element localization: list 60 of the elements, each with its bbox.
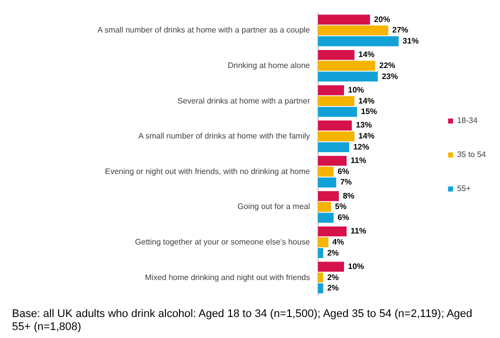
data-label: 2% <box>327 272 339 282</box>
y-tick-label: Several drinks at home with a partner <box>177 96 310 106</box>
data-label: 14% <box>358 96 374 106</box>
y-tick-label: Getting together at your or someone else's house <box>135 237 311 246</box>
y-tick-label: Drinking at home alone <box>228 60 311 70</box>
bar <box>318 212 334 223</box>
data-label: 4% <box>332 237 344 246</box>
legend-label: 35 to 54 <box>457 150 487 160</box>
bar <box>318 262 344 272</box>
data-label: 2% <box>327 284 339 293</box>
y-tick-label: Evening or night out with friends, with no drinking at home <box>104 166 311 176</box>
data-label: 2% <box>327 248 339 258</box>
legend-label: 18-34 <box>457 116 478 126</box>
data-label: 20% <box>374 14 390 24</box>
data-label: 5% <box>335 202 347 212</box>
y-tick-label: A small number of drinks at home with the family <box>138 132 310 141</box>
data-label: 10% <box>348 262 364 271</box>
bar <box>318 50 354 60</box>
bar <box>318 272 324 283</box>
bar <box>318 156 347 166</box>
bar <box>318 226 347 236</box>
bar <box>318 25 388 36</box>
bar <box>318 106 358 117</box>
bar <box>318 120 352 131</box>
y-tick-label: Mixed home drinking and night out with friends <box>145 272 310 282</box>
legend-label: 55+ <box>457 184 471 194</box>
data-label: 22% <box>379 60 396 70</box>
data-label: 23% <box>382 72 398 81</box>
bar <box>318 72 378 82</box>
data-label: 7% <box>340 178 352 187</box>
bar <box>318 36 399 46</box>
bar <box>318 166 334 177</box>
data-label: 12% <box>353 142 370 152</box>
bar <box>318 248 324 258</box>
text: Base: all UK adults who drink alcohol: Aged 18 to 34 (n=1,500); Aged 35 to 54 (n=2,119); Aged 55+ (n=1,808) <box>12 308 474 334</box>
bar <box>318 131 354 142</box>
data-label: 6% <box>338 212 350 222</box>
data-label: 27% <box>392 26 408 35</box>
data-label: 31% <box>402 36 419 46</box>
data-label: 10% <box>348 85 364 94</box>
y-tick-label: Going out for a meal <box>238 202 310 212</box>
data-label: 14% <box>358 132 374 141</box>
y-tick-label: A small number of drinks at home with a partner as a couple <box>97 26 311 35</box>
data-label: 11% <box>350 226 366 236</box>
bar <box>318 85 344 96</box>
bar <box>318 237 328 248</box>
data-label: 15% <box>361 107 378 116</box>
data-label: 14% <box>358 50 374 60</box>
bar <box>318 191 339 202</box>
bar <box>318 60 376 71</box>
bar <box>318 142 350 152</box>
data-label: 13% <box>356 120 372 130</box>
data-label: 11% <box>350 156 366 166</box>
data-label: 8% <box>342 191 354 200</box>
bar <box>318 202 332 212</box>
bar <box>318 14 370 25</box>
bar <box>318 177 336 188</box>
data-label: 6% <box>338 166 350 176</box>
bar <box>318 283 324 294</box>
bar <box>318 96 354 106</box>
